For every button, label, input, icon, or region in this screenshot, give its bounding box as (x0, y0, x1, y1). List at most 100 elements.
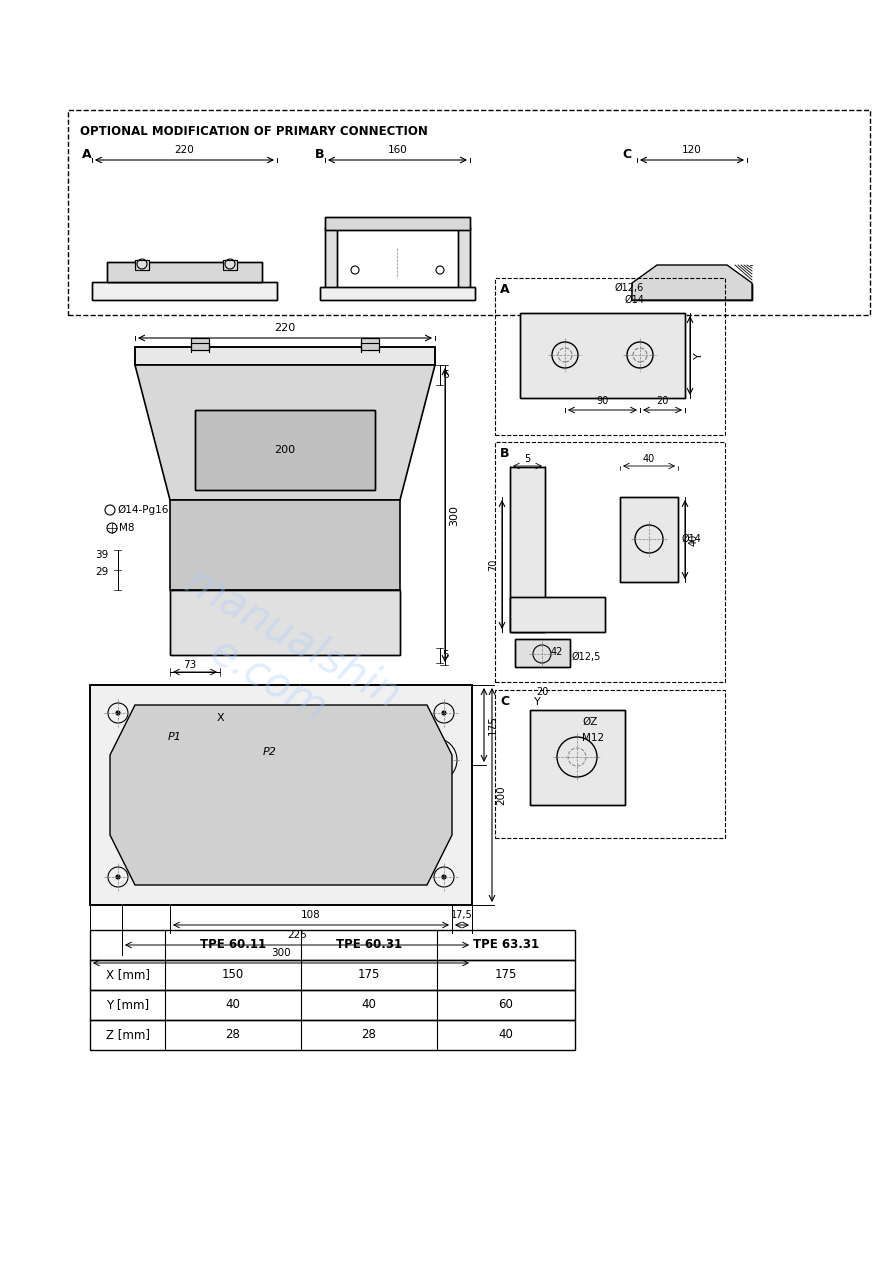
Circle shape (429, 754, 441, 765)
Text: M8: M8 (119, 523, 135, 533)
Bar (361, 338, 379, 350)
Circle shape (116, 875, 120, 879)
Bar (495, 690, 725, 837)
Bar (195, 410, 375, 490)
Bar (632, 284, 752, 301)
Text: A: A (82, 148, 92, 160)
Text: 60: 60 (498, 999, 513, 1012)
Text: 108: 108 (301, 911, 321, 919)
Bar (320, 287, 475, 301)
Bar (191, 338, 209, 350)
Bar (620, 498, 678, 582)
Bar (495, 278, 725, 434)
Text: 17,5: 17,5 (451, 911, 473, 919)
Bar (118, 745, 203, 845)
Text: manualshin
e.com: manualshin e.com (153, 561, 407, 760)
Text: 20: 20 (536, 687, 548, 697)
Bar (325, 227, 337, 297)
Text: OPTIONAL MODIFICATION OF PRIMARY CONNECTION: OPTIONAL MODIFICATION OF PRIMARY CONNECT… (80, 125, 428, 138)
Text: X [mm]: X [mm] (105, 969, 149, 981)
Polygon shape (632, 265, 752, 301)
Text: B: B (500, 447, 510, 460)
Bar (191, 338, 209, 350)
Text: 20: 20 (656, 397, 669, 405)
Text: P2: P2 (263, 746, 277, 757)
Text: C: C (500, 695, 509, 709)
Bar (68, 110, 870, 314)
Text: P1: P1 (168, 733, 182, 741)
Text: Y: Y (694, 352, 704, 359)
Bar (170, 590, 400, 655)
Bar (90, 930, 575, 960)
Text: Ø12,5: Ø12,5 (572, 652, 601, 662)
Bar (530, 710, 625, 805)
Bar (90, 685, 472, 906)
Text: 29: 29 (96, 567, 109, 577)
Text: Ø14: Ø14 (625, 296, 645, 304)
Circle shape (442, 711, 446, 715)
Text: Ø12,6: Ø12,6 (615, 283, 644, 293)
Circle shape (442, 875, 446, 879)
Text: TPE 60.11: TPE 60.11 (200, 938, 266, 951)
Bar (92, 282, 277, 301)
Text: TPE 60.31: TPE 60.31 (336, 938, 402, 951)
Bar (90, 960, 575, 990)
Polygon shape (170, 500, 400, 590)
Bar (90, 990, 575, 1021)
Bar (135, 347, 435, 365)
Bar (510, 467, 545, 632)
Text: 39: 39 (96, 549, 109, 560)
Text: Ø14: Ø14 (682, 534, 702, 544)
Bar (90, 1021, 575, 1050)
Text: Y [mm]: Y [mm] (106, 999, 149, 1012)
Text: 40: 40 (226, 999, 240, 1012)
Bar (325, 217, 470, 230)
Text: M12: M12 (582, 733, 605, 743)
Bar (510, 597, 605, 632)
Bar (510, 597, 605, 632)
Bar (458, 227, 470, 297)
Text: 300: 300 (449, 504, 459, 525)
Bar (135, 347, 435, 365)
Text: 175: 175 (488, 715, 498, 735)
Text: 5: 5 (524, 453, 530, 464)
Polygon shape (135, 365, 435, 500)
Text: A: A (500, 283, 510, 296)
Bar (632, 284, 752, 301)
Text: 200: 200 (496, 786, 506, 805)
Text: Y: Y (534, 697, 540, 707)
Bar (325, 227, 337, 297)
Text: 225: 225 (287, 930, 307, 940)
Bar (515, 639, 570, 667)
Bar (320, 287, 475, 301)
Bar (223, 260, 237, 270)
Bar (361, 338, 379, 350)
Bar (90, 685, 472, 906)
Bar (495, 442, 725, 682)
Bar (530, 710, 625, 805)
Text: 300: 300 (271, 949, 291, 959)
Text: 175: 175 (358, 969, 380, 981)
Circle shape (354, 754, 366, 765)
Text: 90: 90 (597, 397, 609, 405)
Text: 160: 160 (388, 145, 407, 155)
Text: 42: 42 (551, 647, 563, 657)
Bar (510, 467, 545, 632)
Bar (325, 217, 470, 230)
Text: C: C (622, 148, 631, 160)
Text: 73: 73 (183, 661, 196, 669)
Bar (515, 639, 570, 667)
Text: 175: 175 (495, 969, 517, 981)
Text: 28: 28 (362, 1028, 377, 1042)
Text: 220: 220 (274, 323, 296, 333)
Circle shape (116, 711, 120, 715)
Bar (520, 313, 685, 398)
Bar (223, 260, 237, 270)
Text: 200: 200 (274, 445, 296, 455)
Text: 40: 40 (643, 453, 655, 464)
Bar (92, 282, 277, 301)
Text: 40: 40 (362, 999, 377, 1012)
Text: Z [mm]: Z [mm] (105, 1028, 149, 1042)
Bar (135, 260, 149, 270)
Bar (620, 498, 678, 582)
